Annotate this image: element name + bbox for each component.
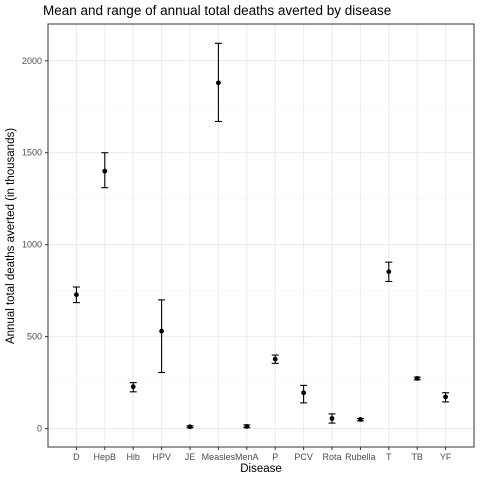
chart-title: Mean and range of annual total deaths av…	[43, 3, 391, 18]
mean-point-hpv	[159, 328, 165, 334]
mean-point-tb	[414, 376, 420, 381]
x-axis-title: Disease	[240, 463, 282, 475]
mean-point-rota	[329, 416, 335, 421]
x-tick-label: JE	[185, 452, 196, 462]
mean-point-measles	[216, 80, 221, 86]
y-tick-label: 1500	[22, 148, 42, 158]
mean-point-rubella	[358, 417, 363, 422]
y-tick-label: 2000	[22, 56, 42, 66]
x-tick-label: YF	[440, 452, 452, 462]
mean-point-d	[74, 292, 79, 298]
error-bar-hpv	[158, 299, 166, 374]
mean-point-p	[272, 356, 278, 362]
x-tick-label: MenA	[235, 452, 259, 462]
x-tick-label: Hib	[126, 452, 140, 462]
axis-ticks: 0 500 1000 1500 2000 D HepB Hib HPV JE Measles MenA…	[22, 56, 452, 462]
x-tick-label: Rubella	[345, 452, 376, 462]
x-tick-label: Rota	[322, 452, 341, 462]
y-tick-label: 0	[37, 424, 42, 434]
data-marks	[72, 42, 450, 430]
x-tick-label: HPV	[152, 452, 171, 462]
x-tick-label: PCV	[294, 452, 313, 462]
mean-point-mena	[244, 424, 250, 429]
x-tick-label: TB	[411, 452, 423, 462]
x-tick-label: D	[73, 452, 80, 462]
x-tick-label: P	[272, 452, 278, 462]
x-tick-label: Measles	[202, 452, 236, 462]
y-axis-title: Annual total deaths averted (in thousand…	[5, 128, 17, 344]
mean-point-je	[187, 424, 193, 430]
x-tick-label: T	[386, 452, 392, 462]
y-tick-label: 1000	[22, 240, 42, 250]
x-tick-label: HepB	[94, 452, 117, 462]
mean-point-hib	[130, 384, 136, 390]
mean-point-hepb	[102, 168, 108, 174]
mean-point-yf	[443, 394, 448, 400]
gridlines	[48, 24, 474, 447]
plot-panel	[47, 23, 475, 448]
mean-point-pcv	[301, 390, 306, 396]
mean-point-t	[386, 269, 392, 275]
y-tick-label: 500	[27, 332, 42, 342]
